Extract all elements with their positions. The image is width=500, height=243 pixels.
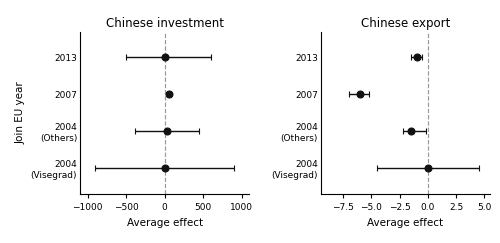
Title: Chinese investment: Chinese investment	[106, 17, 224, 30]
X-axis label: Average effect: Average effect	[126, 218, 203, 228]
X-axis label: Average effect: Average effect	[367, 218, 444, 228]
Title: Chinese export: Chinese export	[360, 17, 450, 30]
Y-axis label: Join EU year: Join EU year	[15, 82, 25, 144]
